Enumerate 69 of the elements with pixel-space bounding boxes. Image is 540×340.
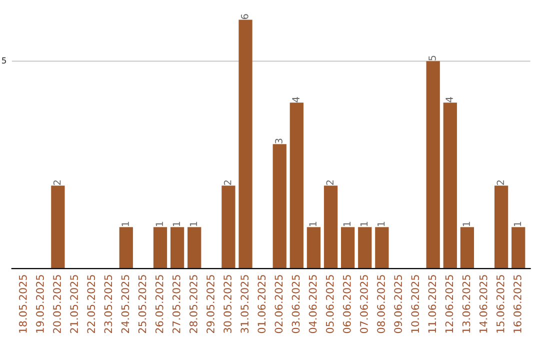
x-tick-label: 27.05.2025 <box>172 275 180 334</box>
x-tick-label: 26.05.2025 <box>155 275 164 334</box>
data-label: 1 <box>514 222 522 226</box>
x-tick-label: 28.05.2025 <box>189 275 198 334</box>
x-tick-label: 12.06.2025 <box>445 275 454 333</box>
x-tick-label: 15.06.2025 <box>496 275 504 333</box>
x-tick-label: 22.05.2025 <box>87 275 96 334</box>
x-tick-label: 25.05.2025 <box>138 275 146 334</box>
x-tick-label: 09.06.2025 <box>394 275 402 334</box>
x-tick-label: 14.06.2025 <box>479 275 488 333</box>
data-label: 6 <box>240 14 248 20</box>
bar <box>494 186 508 269</box>
data-label: 4 <box>446 97 453 102</box>
x-tick-label: 01.06.2025 <box>258 275 266 334</box>
x-tick-label: 08.06.2025 <box>377 275 385 334</box>
data-label: 2 <box>496 180 504 185</box>
x-tick-label: 16.06.2025 <box>513 275 522 333</box>
x-tick-label: 31.05.2025 <box>240 275 249 334</box>
x-tick-label: 18.05.2025 <box>18 275 27 333</box>
data-label: 1 <box>156 222 163 226</box>
data-label: 1 <box>190 222 198 226</box>
bar <box>272 144 286 269</box>
data-label: 1 <box>172 222 180 226</box>
x-tick-label: 06.06.2025 <box>342 275 351 334</box>
bar <box>170 227 184 269</box>
data-label: 4 <box>292 97 300 102</box>
x-tick-label: 04.06.2025 <box>308 275 317 334</box>
x-tick-label: 29.05.2025 <box>206 275 214 334</box>
x-tick-label: 13.06.2025 <box>462 275 470 333</box>
data-label: 1 <box>309 222 316 226</box>
data-label: 3 <box>275 138 282 144</box>
x-tick-label: 07.06.2025 <box>360 275 368 334</box>
data-label: 5 <box>428 56 436 60</box>
x-tick-label: 05.06.2025 <box>326 275 334 334</box>
bar <box>460 227 474 269</box>
bar <box>358 227 372 269</box>
x-tick-label: 24.05.2025 <box>121 275 130 334</box>
ref-line-label: 5 <box>2 57 6 64</box>
data-label: 2 <box>224 180 232 185</box>
bar <box>290 102 304 269</box>
bar <box>512 227 526 269</box>
bar <box>443 102 457 269</box>
bar <box>222 186 236 269</box>
bar <box>324 186 338 269</box>
data-label: 2 <box>326 180 334 185</box>
x-tick-label: 11.06.2025 <box>428 275 436 333</box>
bar <box>153 227 168 269</box>
x-tick-label: 19.05.2025 <box>36 275 44 333</box>
bar <box>375 227 389 269</box>
x-tick-label: 20.05.2025 <box>53 275 61 334</box>
bar <box>340 227 355 269</box>
x-tick-label: 21.05.2025 <box>70 275 78 334</box>
x-tick-label: 03.06.2025 <box>292 275 300 334</box>
data-label: 1 <box>360 222 368 226</box>
data-label: 1 <box>462 222 470 226</box>
data-label: 1 <box>122 222 129 226</box>
data-label: 1 <box>343 222 350 226</box>
data-label: 1 <box>378 222 385 226</box>
bar <box>119 227 133 269</box>
bar <box>188 227 202 269</box>
bar <box>51 186 65 269</box>
bar <box>306 227 321 269</box>
data-label: 2 <box>53 180 61 185</box>
x-tick-label: 02.06.2025 <box>274 275 283 334</box>
x-tick-label: 23.05.2025 <box>104 275 112 334</box>
x-tick-label: 10.06.2025 <box>411 275 420 333</box>
bar <box>426 61 440 269</box>
x-tick-label: 30.05.2025 <box>224 275 232 334</box>
bar <box>238 20 252 269</box>
